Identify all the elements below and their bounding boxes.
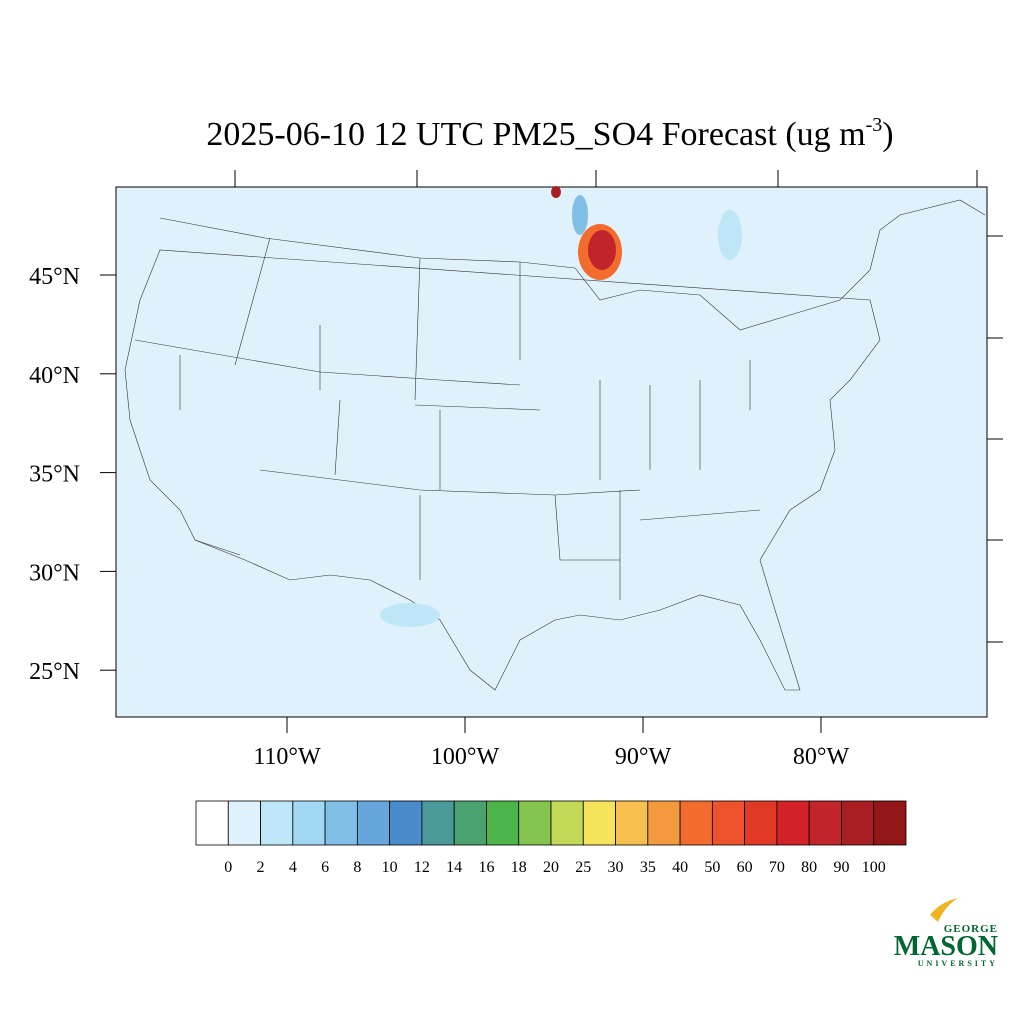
lon-label: 90°W [615, 744, 672, 770]
logo: GEORGE MASON UNIVERSITY [894, 898, 998, 968]
colorbar-label: 70 [769, 859, 785, 876]
colorbar: 0 2 4 6 8 10 12 14 16 18 20 25 30 35 40 50 60 70 80 90 100 [195, 800, 907, 876]
colorbar-label: 40 [672, 859, 688, 876]
colorbar-label: 16 [478, 859, 494, 876]
map [115, 170, 1003, 718]
plume-core [588, 230, 616, 270]
colorbar-label: 2 [257, 859, 265, 876]
plume-top [551, 186, 561, 198]
colorbar-label: 18 [511, 859, 527, 876]
colorbar-label: 80 [801, 859, 817, 876]
colorbar-box [292, 800, 326, 846]
lon-label: 100°W [431, 744, 500, 770]
colorbar-box [744, 800, 778, 846]
colorbar-box [421, 800, 455, 846]
lat-axis: 45°N 40°N 35°N 30°N 25°N [29, 264, 116, 685]
colorbar-label: 6 [321, 859, 329, 876]
logo-top: GEORGE [944, 923, 998, 935]
colorbar-label: 25 [575, 859, 591, 876]
colorbar-label: 60 [737, 859, 753, 876]
lon-label: 80°W [793, 744, 850, 770]
colorbar-label: 50 [704, 859, 720, 876]
logo-main: MASON [894, 931, 998, 962]
colorbar-box [550, 800, 584, 846]
colorbar-box [324, 800, 358, 846]
colorbar-box [486, 800, 520, 846]
colorbar-label: 0 [224, 859, 232, 876]
colorbar-box [227, 800, 261, 846]
colorbar-label: 10 [382, 859, 398, 876]
colorbar-label: 30 [608, 859, 624, 876]
colorbar-box [389, 800, 423, 846]
haze [380, 603, 440, 627]
colorbar-label: 8 [353, 859, 361, 876]
colorbar-label: 14 [446, 859, 462, 876]
state-lines [134, 237, 761, 600]
colorbar-box [356, 800, 391, 846]
title-sup: -3 [866, 114, 883, 136]
colorbar-label: 35 [640, 859, 656, 876]
colorbar-box [195, 800, 229, 846]
colorbar-label: 12 [414, 859, 430, 876]
lon-axis: 110°W 100°W 90°W 80°W [253, 717, 849, 770]
frame-ticks [234, 170, 1003, 643]
lat-label: 40°N [29, 363, 80, 389]
colorbar-label: 90 [833, 859, 849, 876]
colorbar-box [808, 800, 842, 846]
colorbar-box [647, 800, 681, 846]
lat-label: 45°N [29, 264, 80, 290]
logo-bottom: UNIVERSITY [918, 959, 998, 968]
title: 2025-06-10 12 UTC PM25_SO4 Forecast (ug … [206, 114, 893, 153]
us-outline [124, 199, 986, 691]
colorbar-box [679, 800, 713, 846]
colorbar-label: 4 [289, 859, 297, 876]
colorbar-box [518, 800, 552, 846]
colorbar-box [841, 800, 875, 846]
lat-label: 25°N [29, 659, 80, 685]
plume-tail [572, 195, 588, 235]
lat-label: 30°N [29, 560, 80, 586]
map-frame [115, 186, 988, 718]
colorbar-label: 100 [862, 859, 886, 876]
colorbar-box [711, 800, 746, 846]
logo-swoosh [930, 898, 958, 922]
lat-label: 35°N [29, 462, 80, 488]
colorbar-box [582, 800, 616, 846]
colorbar-box [776, 800, 810, 846]
colorbar-box [453, 800, 487, 846]
colorbar-box [873, 800, 907, 846]
colorbar-box [615, 800, 649, 846]
colorbar-box [260, 800, 294, 846]
haze [718, 210, 742, 260]
title-end: ) [882, 116, 893, 153]
lon-label: 110°W [253, 744, 321, 770]
colorbar-label: 20 [543, 859, 559, 876]
title-main: 2025-06-10 12 UTC PM25_SO4 Forecast (ug … [206, 116, 865, 153]
